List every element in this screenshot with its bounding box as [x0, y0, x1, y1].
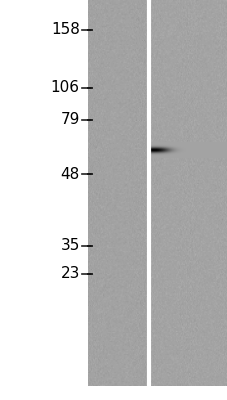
Text: 106: 106: [51, 80, 79, 96]
Text: 79: 79: [60, 112, 79, 128]
Text: 35: 35: [60, 238, 79, 254]
Text: 158: 158: [51, 22, 79, 38]
Text: 23: 23: [60, 266, 79, 282]
Text: 48: 48: [60, 166, 79, 182]
